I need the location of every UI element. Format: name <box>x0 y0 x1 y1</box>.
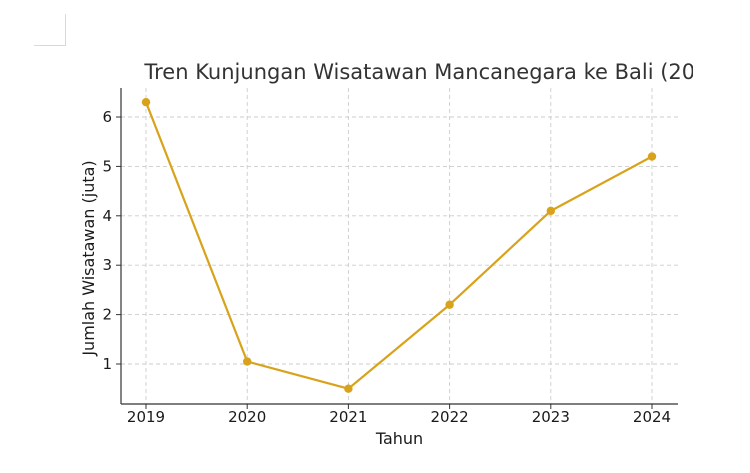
data-point <box>141 97 151 107</box>
data-point <box>344 384 353 393</box>
x-tick-label: 2019 <box>127 408 165 426</box>
axes <box>116 88 678 409</box>
x-axis-label: Tahun <box>375 429 423 448</box>
y-tick-label: 2 <box>102 306 112 324</box>
y-tick-label: 6 <box>102 108 112 126</box>
y-tick-label: 4 <box>102 207 112 225</box>
data-point <box>647 152 657 161</box>
data-point <box>546 206 555 216</box>
y-tick-label: 1 <box>102 355 112 373</box>
x-tick-label: 2022 <box>431 408 469 426</box>
chart-title-container: Tren Kunjungan Wisatawan Mancanegara ke … <box>60 56 693 88</box>
tick-labels: 1 2 3 4 5 6 2019 2020 2021 2022 2023 2024 <box>102 108 671 426</box>
x-tick-label: 2021 <box>329 408 367 426</box>
grid-lines <box>121 88 678 404</box>
y-tick-label: 5 <box>102 157 112 175</box>
chart-title: Tren Kunjungan Wisatawan Mancanegara ke … <box>144 60 693 84</box>
x-tick-label: 2023 <box>532 408 570 426</box>
y-tick-label: 3 <box>102 256 112 274</box>
x-tick-label: 2020 <box>228 408 266 426</box>
series-line <box>144 101 653 390</box>
data-point <box>445 300 454 309</box>
x-tick-label: 2024 <box>633 408 671 426</box>
crop-corner-mark <box>34 14 66 46</box>
data-series <box>141 97 657 393</box>
y-axis-label: Jumlah Wisatawan (juta) <box>79 160 98 356</box>
data-point <box>243 357 252 366</box>
